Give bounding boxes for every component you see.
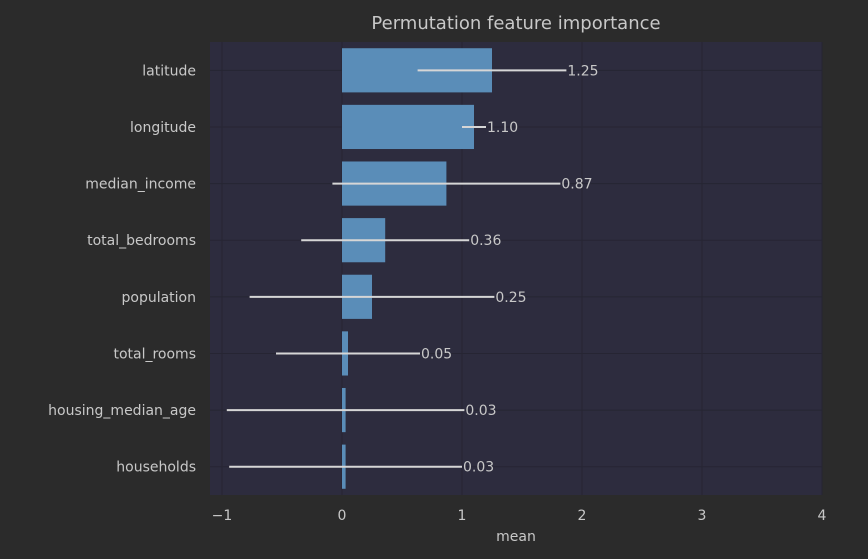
value-label-households: 0.03 [463,460,494,476]
x-tick-label: −1 [212,508,233,524]
x-axis-label: mean [496,529,536,545]
value-labels: 1.25 1.10 0.87 0.36 0.25 0.05 0.03 0.03 [421,63,599,475]
value-label-population: 0.25 [495,290,526,306]
value-label-longitude: 1.10 [487,120,518,136]
value-label-housing-median-age: 0.03 [465,403,496,419]
bar-longitude [342,104,474,150]
x-tick-label: 3 [698,508,707,524]
y-tick-label-households: households [116,460,196,476]
chart-title: Permutation feature importance [371,13,660,34]
x-tick-label: 4 [818,508,827,524]
value-label-median-income: 0.87 [561,177,592,193]
x-tick-label: 2 [578,508,587,524]
plot-area [210,42,822,495]
y-tick-labels: latitude longitude median_income total_bedr… [48,63,196,475]
value-label-total-bedrooms: 0.36 [470,233,501,249]
error-bars [226,69,567,468]
x-tick-label: 1 [458,508,467,524]
value-label-latitude: 1.25 [567,63,598,79]
x-tick-labels: −1 0 1 2 3 4 [212,508,827,524]
y-tick-label-total-rooms: total_rooms [113,346,196,362]
y-tick-label-latitude: latitude [142,63,196,79]
y-tick-label-population: population [122,290,197,306]
value-label-total-rooms: 0.05 [421,346,452,362]
y-tick-label-total-bedrooms: total_bedrooms [87,233,196,249]
y-tick-label-longitude: longitude [130,120,196,136]
y-tick-label-median-income: median_income [85,177,196,193]
x-tick-label: 0 [338,508,347,524]
y-tick-label-housing-median-age: housing_median_age [48,403,196,419]
